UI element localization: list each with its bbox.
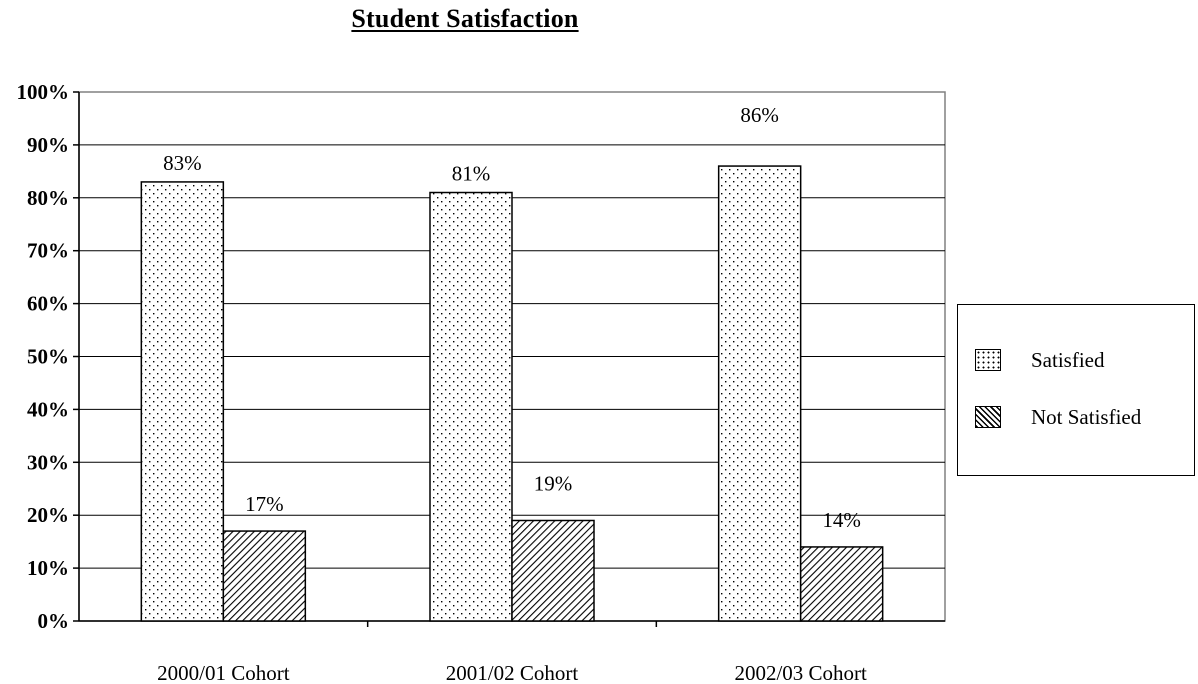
bar-not-satisfied — [222, 530, 307, 622]
data-label-satisfied: 83% — [163, 151, 202, 175]
chart-title: Student Satisfaction — [351, 4, 579, 33]
bar-not-satisfied — [511, 519, 595, 622]
bars — [140, 165, 884, 622]
y-tick-label: 50% — [27, 345, 69, 369]
y-tick-label: 10% — [27, 556, 69, 580]
y-tick-label: 30% — [27, 450, 69, 474]
legend-label-not-satisfied: Not Satisfied — [1031, 404, 1142, 429]
legend: Satisfied Not Satisfied — [957, 304, 1195, 476]
legend-label-satisfied: Satisfied — [1031, 347, 1105, 372]
y-tick-label: 0% — [38, 609, 70, 633]
data-label-not-satisfied: 14% — [822, 508, 861, 532]
y-tick-label: 80% — [27, 186, 69, 210]
y-tick-label: 20% — [27, 503, 69, 527]
data-label-not-satisfied: 19% — [534, 471, 573, 495]
labels: 0% 10% 20% 30% 40% 50% 60% 70% 80% 90% 100% 83% 17% 2… — [17, 80, 868, 684]
y-tick-label: 70% — [27, 239, 69, 263]
y-tick-label: 60% — [27, 292, 69, 316]
legend-swatch-satisfied — [975, 349, 1001, 371]
legend-item-not-satisfied: Not Satisfied — [975, 402, 1141, 432]
bar-satisfied — [429, 191, 513, 622]
bar-not-satisfied — [799, 546, 884, 622]
data-label-satisfied: 86% — [740, 103, 779, 127]
bar-satisfied — [140, 181, 225, 622]
legend-swatch-not-satisfied — [975, 406, 1001, 428]
y-tick-label: 40% — [27, 397, 69, 421]
x-category-label: 2000/01 Cohort — [157, 661, 290, 684]
x-category-label: 2001/02 Cohort — [446, 661, 579, 684]
legend-item-satisfied: Satisfied — [975, 345, 1105, 375]
bar-satisfied — [717, 165, 802, 622]
data-label-not-satisfied: 17% — [245, 492, 284, 516]
y-tick-label: 100% — [17, 80, 70, 104]
y-tick-label: 90% — [27, 133, 69, 157]
data-label-satisfied: 81% — [452, 162, 491, 186]
x-category-label: 2002/03 Cohort — [734, 661, 867, 684]
